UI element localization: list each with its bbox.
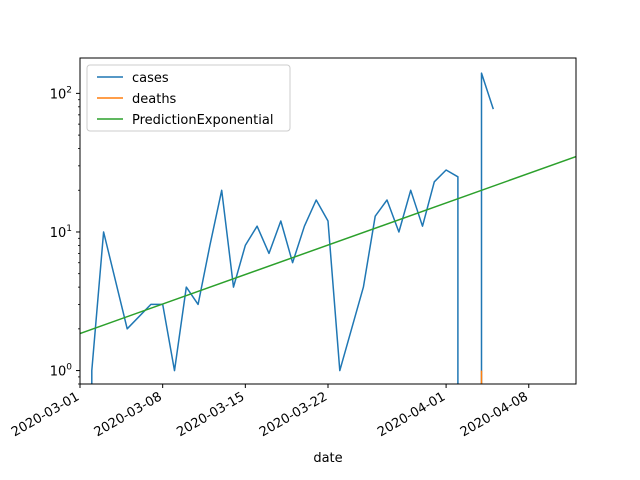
legend-label: PredictionExponential (132, 113, 273, 128)
x-tick-label: 2020-04-08 (458, 389, 531, 440)
x-tick-label: 2020-03-01 (9, 389, 82, 440)
series-line-cases-b (480, 72, 495, 384)
x-tick-label: 2020-03-22 (257, 389, 330, 440)
legend: cases deaths PredictionExponential (86, 64, 291, 132)
series-layer (80, 72, 576, 384)
plot-frame (79, 57, 577, 385)
y-tick-label: 102 (50, 85, 72, 102)
y-tick-label: 100 (50, 363, 73, 380)
x-axis-title: date (313, 451, 342, 466)
legend-label: cases (132, 71, 169, 86)
y-axis-ticks: 100 101 102 (50, 85, 80, 385)
x-tick-label: 2020-03-08 (92, 389, 165, 440)
series-line-predictionexponential (80, 155, 576, 335)
x-tick-label: 2020-04-01 (375, 389, 448, 440)
x-axis-ticks: 2020-03-01 2020-03-08 2020-03-15 2020-03-22… (9, 384, 531, 440)
legend-label: deaths (132, 92, 177, 107)
x-tick-label: 2020-03-15 (174, 389, 247, 440)
legend-box (86, 64, 291, 132)
y-tick-label: 101 (50, 224, 72, 241)
